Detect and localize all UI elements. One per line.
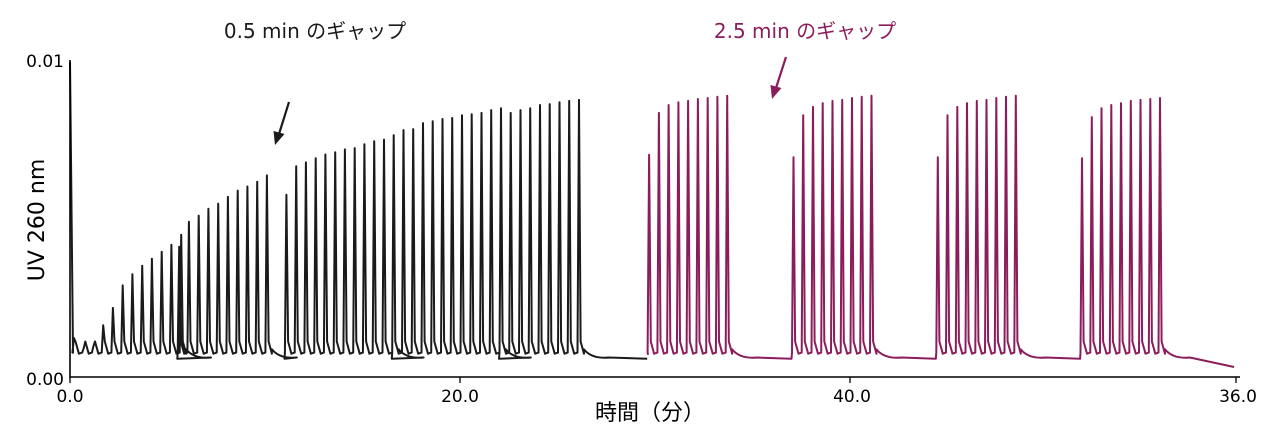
- y-tick-label-min: 0.00: [26, 370, 64, 390]
- chromatogram-traces: [69, 61, 1235, 368]
- x-tick-label: 36.0: [1219, 387, 1257, 407]
- y-tick-label-max: 0.01: [26, 52, 64, 72]
- arrow-icon-magenta: [770, 56, 788, 99]
- x-tick-label: 40.0: [833, 387, 871, 407]
- trace-2-5-min-gap: [646, 94, 1235, 368]
- x-axis-label: 時間（分）: [595, 401, 705, 426]
- y-axis-label: UV 260 nm: [25, 159, 50, 282]
- trace-0-5-min-gap: [69, 61, 648, 360]
- annotation-gap-2-5-min: 2.5 min のギャップ: [714, 19, 896, 43]
- axes: [69, 60, 1240, 383]
- x-tick-label: 0.0: [56, 387, 83, 407]
- x-tick-label: 20.0: [441, 387, 479, 407]
- arrow-icon-black: [273, 101, 291, 145]
- annotation-gap-0-5-min: 0.5 min のギャップ: [224, 19, 406, 43]
